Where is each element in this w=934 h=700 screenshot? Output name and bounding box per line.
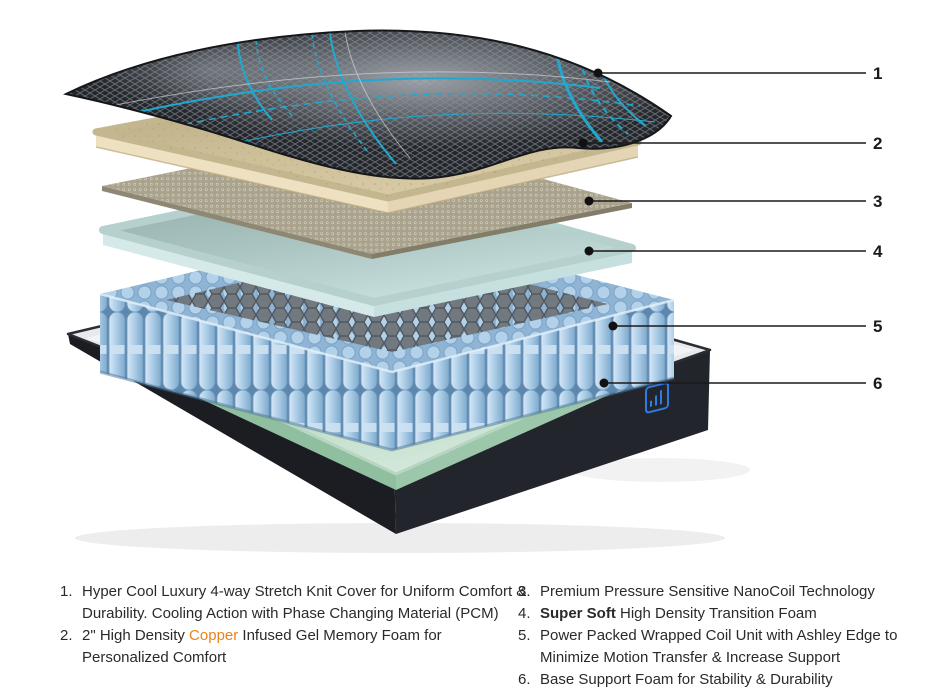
legend-item-text: Base Support Foam for Stability & Durabi… bbox=[540, 669, 934, 691]
legend-item: 3. Premium Pressure Sensitive NanoCoil Te… bbox=[518, 581, 934, 603]
legend-item-text: 2" High Density Copper Infused Gel Memor… bbox=[82, 625, 540, 669]
cover-cyan-plaid bbox=[119, 32, 656, 165]
legend-text-segment: Premium Pressure Sensitive NanoCoil Tech… bbox=[540, 583, 875, 600]
coil-bottom-shadow bbox=[99, 370, 675, 452]
callout-number-2: 2 bbox=[873, 134, 882, 153]
legend-item: 4. Super Soft High Density Transition Foa… bbox=[518, 603, 934, 625]
legend-text-segment: 2" High Density bbox=[82, 627, 190, 644]
callout-dot-5 bbox=[608, 321, 618, 331]
legend-item: 6. Base Support Foam for Stability & Dura… bbox=[518, 669, 934, 691]
callout-dot-3 bbox=[584, 196, 594, 206]
ground-shadow bbox=[75, 523, 725, 553]
legend-text-segment: High Density Transition Foam bbox=[615, 605, 817, 622]
ashley-edge-logo-icon bbox=[645, 382, 669, 414]
cover-white-plaid bbox=[99, 31, 611, 159]
callouts: 1 2 3 4 5 6 bbox=[578, 64, 883, 393]
legend-item-number: 1. bbox=[60, 583, 73, 600]
coil-front-left-face bbox=[100, 294, 392, 450]
callout-number-4: 4 bbox=[873, 242, 883, 261]
mattress-layers-svg: 1 2 3 4 5 6 bbox=[62, 29, 883, 553]
mesh-edge-right bbox=[372, 203, 632, 259]
legend-text-segment: Super Soft bbox=[540, 605, 616, 622]
legend-item-text: Super Soft High Density Transition Foam bbox=[540, 603, 934, 625]
coil-top-edge-highlight bbox=[99, 292, 675, 374]
coil-front-right-face bbox=[392, 300, 674, 450]
legend-text-segment: Minimize Motion Transfer & Increase Supp… bbox=[540, 649, 841, 666]
callout-dot-6 bbox=[599, 378, 609, 388]
layer-knit-cover bbox=[62, 29, 673, 180]
tan-bottom-line bbox=[95, 146, 639, 214]
legend-item-text: Power Packed Wrapped Coil Unit with Ashl… bbox=[540, 625, 934, 669]
legend-text-segment: Durability. Cooling Action with Phase Ch… bbox=[82, 605, 499, 622]
callout-number-6: 6 bbox=[873, 374, 882, 393]
legend-text-segment: Power Packed Wrapped Coil Unit with Ashl… bbox=[540, 627, 898, 644]
callout-6: 6 bbox=[599, 374, 882, 393]
legend-item: 5. Power Packed Wrapped Coil Unit with As… bbox=[518, 625, 934, 669]
callout-1: 1 bbox=[593, 64, 882, 83]
mesh-edge-left bbox=[102, 186, 372, 259]
legend-item-number: 5. bbox=[518, 627, 531, 644]
legend-text-segment: Copper bbox=[189, 627, 239, 644]
callout-dot-2 bbox=[578, 138, 588, 148]
tan-edge-left bbox=[96, 132, 388, 213]
callout-number-3: 3 bbox=[873, 192, 882, 211]
ground-shadow-right bbox=[570, 458, 750, 482]
legend-item-number: 6. bbox=[518, 671, 531, 688]
legend-text-segment: Hyper Cool Luxury 4-way Stretch Knit Cov… bbox=[82, 583, 527, 600]
legend-item-text: Premium Pressure Sensitive NanoCoil Tech… bbox=[540, 581, 934, 603]
callout-number-1: 1 bbox=[873, 64, 882, 83]
callout-5: 5 bbox=[608, 317, 882, 336]
mattress-exploded-diagram: 1 2 3 4 5 6 bbox=[62, 29, 883, 553]
callout-dot-4 bbox=[584, 246, 594, 256]
legend-item: 1. Hyper Cool Luxury 4-way Stretch Knit C… bbox=[60, 581, 540, 625]
legend-item-text: Hyper Cool Luxury 4-way Stretch Knit Cov… bbox=[82, 581, 540, 625]
callout-3: 3 bbox=[584, 192, 882, 211]
cover-outline bbox=[62, 29, 673, 180]
callout-dot-1 bbox=[593, 68, 603, 78]
callout-4: 4 bbox=[584, 242, 883, 261]
legend-item-number: 4. bbox=[518, 605, 531, 622]
base-front-right-face bbox=[394, 350, 710, 534]
legend-item-number: 2. bbox=[60, 627, 73, 644]
legend-text-segment: Infused Gel Memory Foam for bbox=[238, 627, 442, 644]
cover-knit-texture bbox=[66, 30, 671, 179]
legend-item-number: 3. bbox=[518, 583, 531, 600]
legend-column-right: 3. Premium Pressure Sensitive NanoCoil Te… bbox=[518, 581, 934, 691]
legend-item: 2. 2" High Density Copper Infused Gel Mem… bbox=[60, 625, 540, 669]
legend-text-segment: Base Support Foam for Stability & Durabi… bbox=[540, 671, 833, 688]
callout-2: 2 bbox=[578, 134, 882, 153]
legend-column-left: 1. Hyper Cool Luxury 4-way Stretch Knit C… bbox=[60, 581, 540, 669]
legend-text-segment: Personalized Comfort bbox=[82, 649, 227, 666]
callout-number-5: 5 bbox=[873, 317, 882, 336]
tan-edge-right bbox=[388, 142, 638, 213]
